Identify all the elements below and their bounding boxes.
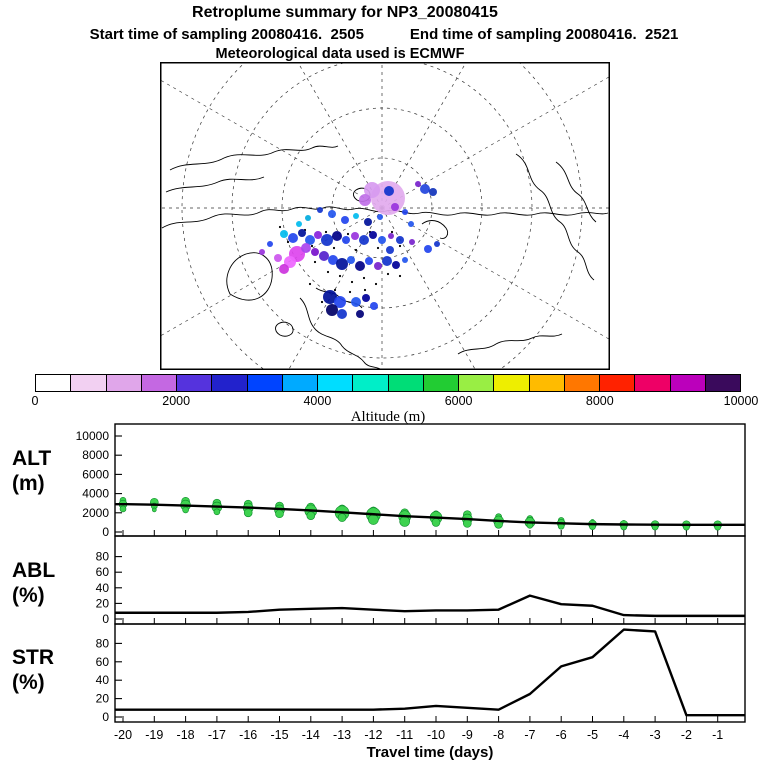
sampling-time-line: Start time of sampling 20080416. 2505 En…	[0, 26, 768, 43]
colorbar-segment	[318, 375, 354, 391]
str-series-line	[115, 628, 745, 717]
svg-text:2000: 2000	[82, 506, 109, 520]
page-title: Retroplume summary for NP3_20080415	[192, 4, 498, 21]
colorbar-segment	[177, 375, 213, 391]
svg-text:80: 80	[96, 550, 110, 564]
alt-series-line	[115, 502, 745, 526]
colorbar-segment	[564, 375, 600, 391]
svg-text:-16: -16	[239, 728, 257, 742]
str-axis-label-unit: (%)	[12, 671, 45, 694]
colorbar-segment	[71, 375, 107, 391]
svg-text:-13: -13	[333, 728, 351, 742]
alt-axis-label-top: ALT	[12, 447, 52, 470]
svg-text:-18: -18	[177, 728, 195, 742]
colorbar-segment	[423, 375, 459, 391]
svg-text:-7: -7	[524, 728, 535, 742]
alt-axis-label-unit: (m)	[12, 472, 45, 495]
polar-map-svg	[160, 62, 610, 370]
svg-text:-4: -4	[618, 728, 629, 742]
alt-axis-label: ALT (m)	[12, 446, 72, 496]
colorbar-segment	[459, 375, 495, 391]
x-tick-labels: -20 -19 -18 -17 -16 -15 -14 -13 -12 -11 -10 -9 -8 -7 -…	[114, 728, 723, 742]
svg-text:0: 0	[102, 612, 109, 626]
colorbar-segment	[705, 375, 740, 391]
svg-text:20: 20	[96, 692, 110, 706]
panel-STR: 0 20 40 60 80	[96, 623, 746, 724]
colorbar-segment	[600, 375, 636, 391]
colorbar-segment	[670, 375, 706, 391]
svg-text:20: 20	[96, 596, 110, 610]
colorbar-segment	[106, 375, 142, 391]
abl-axis-label-unit: (%)	[12, 584, 45, 607]
colorbar-tick: 4000	[303, 394, 332, 408]
svg-text:10000: 10000	[76, 429, 110, 443]
svg-text:-5: -5	[587, 728, 598, 742]
map-coast-speckles	[278, 225, 402, 304]
svg-text:-10: -10	[427, 728, 445, 742]
svg-text:-17: -17	[208, 728, 226, 742]
colorbar-segment	[247, 375, 283, 391]
svg-text:-1: -1	[712, 728, 723, 742]
colorbar-segment	[388, 375, 424, 391]
map-border	[160, 62, 610, 370]
colorbar-gradient	[35, 374, 741, 392]
colorbar-tick: 8000	[585, 394, 614, 408]
svg-text:-8: -8	[493, 728, 504, 742]
altitude-colorbar: 0 2000 4000 6000 8000 10000 Altitude (m)	[31, 374, 759, 426]
svg-text:80: 80	[96, 636, 110, 650]
svg-text:-11: -11	[396, 728, 413, 742]
start-time-label: Start time of sampling 20080416. 2505	[89, 26, 364, 43]
svg-text:-9: -9	[462, 728, 473, 742]
svg-text:-12: -12	[364, 728, 382, 742]
svg-text:0: 0	[102, 710, 109, 724]
svg-text:8000: 8000	[82, 448, 109, 462]
svg-text:-20: -20	[114, 728, 132, 742]
colorbar-tick: 6000	[444, 394, 473, 408]
svg-text:-6: -6	[556, 728, 567, 742]
colorbar-tick: 2000	[162, 394, 191, 408]
svg-text:-14: -14	[302, 728, 320, 742]
panel-ALT: 0 2000 4000 6000 8000 10000	[76, 423, 746, 539]
abl-series-line	[115, 594, 745, 618]
svg-text:0: 0	[102, 525, 109, 539]
svg-text:60: 60	[96, 655, 110, 669]
svg-text:4000: 4000	[82, 487, 109, 501]
colorbar-segment	[494, 375, 530, 391]
colorbar-tick: 10000	[723, 394, 759, 408]
colorbar-caption: Altitude (m)	[350, 409, 426, 425]
colorbar-tick: 0	[31, 394, 39, 408]
timeseries-panels-svg: 0200040006000800010000020406080020406080…	[76, 423, 746, 742]
colorbar-segment	[529, 375, 565, 391]
travel-time-axis-label: Travel time (days)	[366, 744, 494, 761]
svg-text:40: 40	[96, 673, 110, 687]
str-axis-label: STR (%)	[12, 645, 72, 695]
svg-text:40: 40	[96, 581, 110, 595]
svg-text:-15: -15	[270, 728, 288, 742]
svg-text:-19: -19	[145, 728, 163, 742]
abl-axis-label: ABL (%)	[12, 558, 72, 608]
str-axis-label-top: STR	[12, 646, 54, 669]
polar-map	[160, 62, 610, 370]
colorbar-segment	[353, 375, 389, 391]
colorbar-segment	[212, 375, 248, 391]
colorbar-segment	[635, 375, 671, 391]
colorbar-tick-labels: 0 2000 4000 6000 8000 10000	[31, 394, 759, 409]
colorbar-segment	[282, 375, 318, 391]
colorbar-segment	[141, 375, 177, 391]
svg-text:6000: 6000	[82, 467, 109, 481]
colorbar-segment	[36, 375, 72, 391]
svg-text:-2: -2	[681, 728, 692, 742]
map-graticule	[160, 62, 610, 370]
met-data-label: Meteorological data used is ECMWF	[215, 46, 465, 62]
svg-text:60: 60	[96, 565, 110, 579]
abl-axis-label-top: ABL	[12, 559, 56, 582]
map-retroplume-dots	[259, 181, 440, 319]
end-time-label: End time of sampling 20080416. 2521	[409, 26, 679, 43]
svg-text:-3: -3	[650, 728, 661, 742]
